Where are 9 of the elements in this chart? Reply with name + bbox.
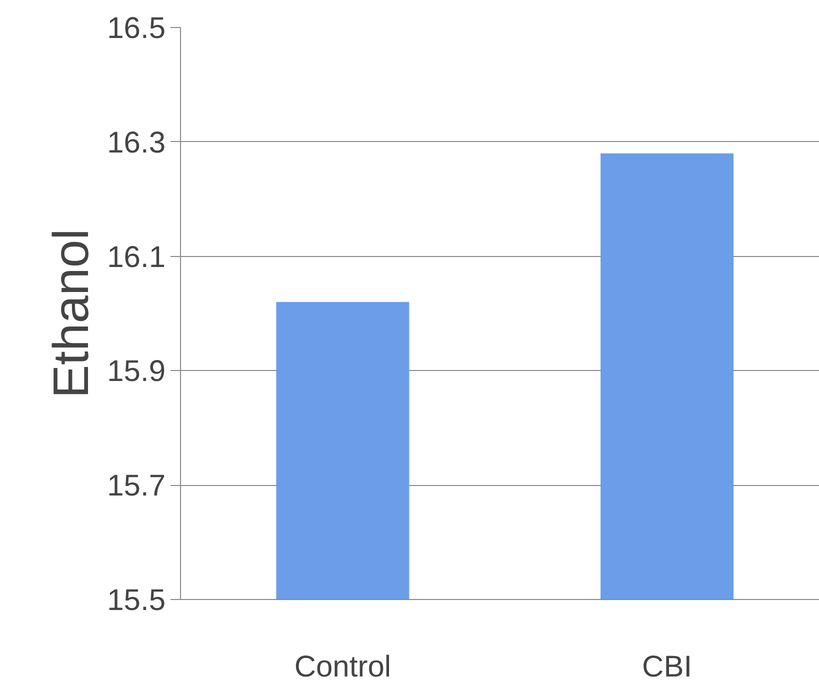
y-tick-label: 16.3	[107, 126, 166, 160]
x-tick-label: CBI	[642, 650, 692, 684]
x-tick-label: Control	[294, 650, 392, 684]
y-tick-label: 15.7	[107, 470, 166, 503]
y-tick-label: 16.5	[107, 12, 166, 45]
y-tick-label: 15.9	[107, 355, 166, 388]
y-tick-label: 15.5	[107, 584, 166, 617]
y-tick-label: 16.1	[107, 240, 166, 274]
y-axis-title: Ethanol	[43, 228, 100, 398]
